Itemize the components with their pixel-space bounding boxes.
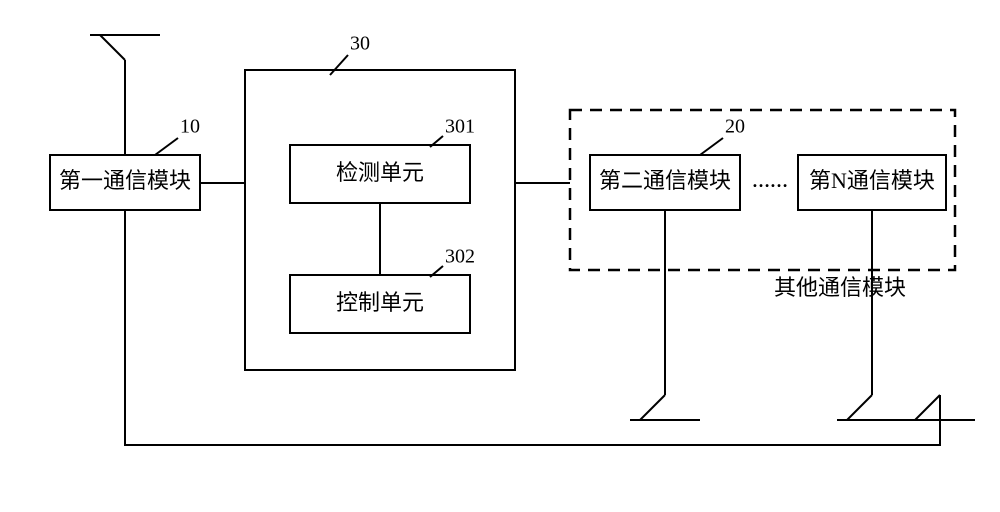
- ref-20: 20: [725, 116, 745, 138]
- module-2-label: 第二通信模块: [599, 168, 731, 193]
- module-n-label: 第N通信模块: [809, 168, 935, 193]
- ref-10-line: [155, 138, 178, 155]
- antenna-d1-tri: [640, 395, 690, 420]
- other-container-label: 其他通信模块: [774, 275, 906, 300]
- detect-unit-label: 检测单元: [336, 160, 424, 185]
- ellipsis: ……: [752, 171, 788, 191]
- ref-30: 30: [350, 33, 370, 55]
- ref-30-line: [330, 55, 348, 75]
- ref-301: 301: [445, 116, 475, 138]
- control-unit-label: 控制单元: [336, 290, 424, 315]
- wires: [125, 183, 940, 445]
- antenna-up-tri: [100, 35, 150, 60]
- ref-20-line: [700, 138, 723, 155]
- antenna-d2-tri: [847, 395, 897, 420]
- module-1-label: 第一通信模块: [59, 168, 191, 193]
- ref-302: 302: [445, 246, 475, 268]
- ref-10: 10: [180, 116, 200, 138]
- wire: [125, 210, 940, 445]
